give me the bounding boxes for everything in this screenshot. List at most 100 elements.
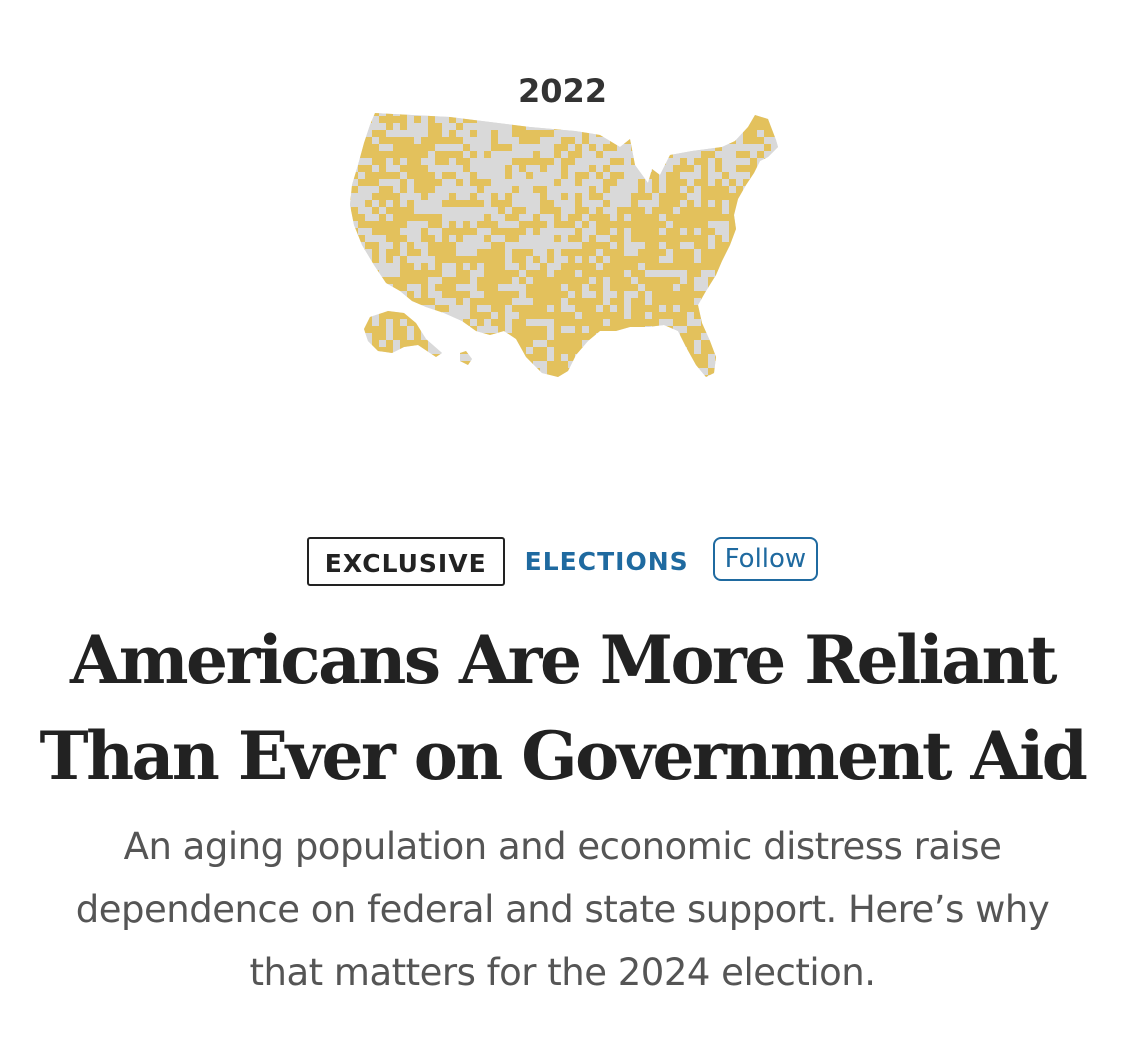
county-cell	[589, 207, 596, 214]
county-cell	[575, 375, 582, 377]
county-cell	[351, 123, 358, 130]
county-cell	[673, 270, 680, 277]
county-cell	[750, 95, 757, 102]
county-cell	[687, 249, 694, 256]
county-cell	[470, 284, 477, 291]
county-cell	[624, 389, 631, 395]
county-cell	[505, 242, 512, 249]
county-cell	[358, 249, 365, 256]
county-cell	[554, 214, 561, 221]
section-link-elections[interactable]: ELECTIONS	[524, 547, 689, 576]
county-cell	[785, 179, 790, 186]
county-cell	[764, 256, 771, 263]
county-cell	[610, 298, 617, 305]
county-cell	[589, 144, 596, 151]
county-cell	[729, 228, 736, 235]
county-cell	[393, 95, 400, 102]
county-cell	[428, 102, 435, 109]
county-cell	[351, 354, 358, 361]
county-cell	[771, 200, 778, 207]
county-cell	[701, 144, 708, 151]
county-cell	[533, 305, 540, 312]
county-cell	[533, 102, 540, 109]
county-cell	[785, 151, 790, 158]
county-cell	[491, 354, 498, 361]
county-cell	[350, 277, 351, 284]
county-cell	[498, 144, 505, 151]
county-cell	[638, 298, 645, 305]
county-cell	[337, 235, 344, 242]
county-cell	[407, 186, 414, 193]
county-cell	[540, 333, 547, 340]
county-cell	[407, 263, 414, 270]
county-cell	[750, 256, 757, 263]
county-cell	[701, 389, 708, 395]
county-cell	[505, 113, 512, 116]
county-cell	[491, 228, 498, 235]
county-cell	[365, 179, 372, 186]
county-cell	[575, 291, 582, 298]
county-cell	[407, 256, 414, 263]
county-cell	[624, 221, 631, 228]
county-cell	[351, 298, 358, 305]
county-cell	[484, 102, 491, 109]
county-cell	[666, 277, 673, 284]
county-cell	[540, 375, 547, 377]
county-cell	[750, 214, 757, 221]
county-cell	[428, 221, 435, 228]
county-cell	[680, 113, 687, 116]
county-cell	[498, 228, 505, 235]
county-cell	[554, 347, 561, 354]
county-cell	[414, 221, 421, 228]
county-cell	[722, 144, 729, 151]
county-cell	[750, 298, 757, 305]
county-cell	[512, 193, 519, 200]
county-cell	[582, 214, 589, 221]
county-cell	[350, 144, 351, 151]
county-cell	[687, 361, 694, 368]
county-cell	[470, 102, 477, 109]
county-cell	[372, 242, 379, 249]
county-cell	[659, 165, 666, 172]
county-cell	[687, 113, 694, 116]
county-cell	[722, 186, 729, 193]
county-cell	[778, 179, 785, 186]
county-cell	[491, 368, 498, 375]
county-cell	[533, 382, 540, 389]
county-cell	[673, 172, 680, 179]
county-cell	[750, 249, 757, 256]
county-cell	[645, 221, 652, 228]
county-cell	[687, 200, 694, 207]
county-cell	[533, 123, 540, 130]
county-cell	[526, 326, 533, 333]
county-cell	[337, 333, 344, 340]
county-cell	[372, 298, 379, 305]
county-cell	[358, 235, 365, 242]
county-cell	[624, 95, 631, 102]
county-cell	[435, 113, 442, 116]
county-cell	[526, 144, 533, 151]
county-cell	[757, 291, 764, 298]
county-cell	[386, 137, 393, 144]
county-cell	[778, 305, 785, 312]
county-cell	[554, 298, 561, 305]
county-cell	[645, 249, 652, 256]
county-cell	[505, 305, 512, 312]
county-cell	[610, 277, 617, 284]
follow-button[interactable]: Follow	[712, 536, 819, 581]
county-cell	[491, 235, 498, 242]
county-cell	[351, 361, 358, 368]
county-cell	[708, 130, 715, 137]
county-cell	[505, 382, 512, 389]
county-cell	[750, 179, 757, 186]
county-cell	[358, 242, 365, 249]
county-cell	[449, 333, 456, 340]
county-cell	[568, 95, 575, 102]
county-cell	[645, 130, 652, 137]
county-cell	[757, 207, 764, 214]
county-cell	[680, 193, 687, 200]
county-cell	[645, 116, 652, 123]
county-cell	[350, 165, 351, 172]
county-cell	[463, 298, 470, 305]
county-cell	[386, 375, 393, 377]
